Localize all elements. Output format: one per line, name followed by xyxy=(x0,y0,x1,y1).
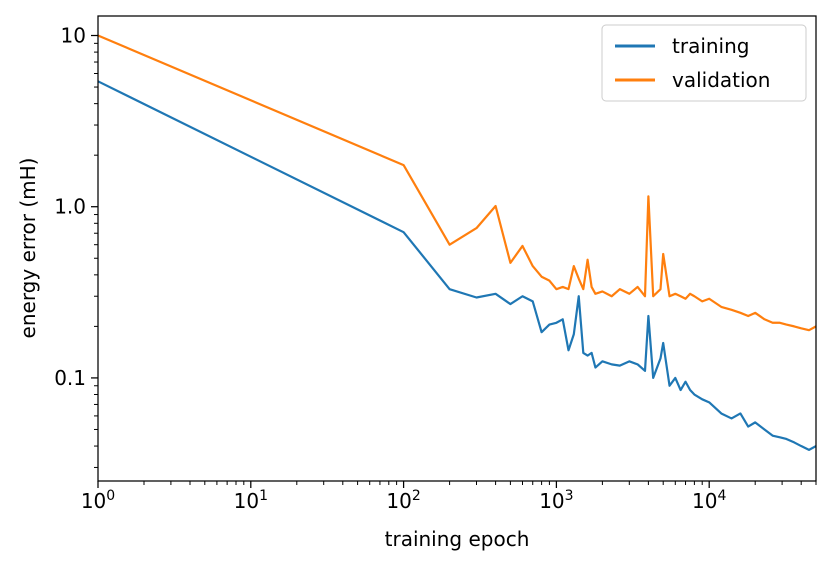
y-tick-label: 1.0 xyxy=(54,195,86,219)
plot-frame xyxy=(97,15,817,482)
x-axis-label: training epoch xyxy=(385,527,530,551)
legend-label-training: training xyxy=(672,34,749,58)
x-tick-label: 103 xyxy=(539,488,573,513)
y-axis-label: energy error (mH) xyxy=(16,158,40,339)
legend-label-validation: validation xyxy=(672,68,770,92)
x-tick-label: 101 xyxy=(234,488,268,513)
legend: training validation xyxy=(601,24,807,102)
x-tick-label: 104 xyxy=(692,488,726,513)
x-tick-label: 100 xyxy=(81,488,115,513)
axis-layer: 100 101 102 103 104 0.1 1.0 10 xyxy=(54,24,817,513)
series-line-validation xyxy=(97,34,817,332)
y-tick-label: 0.1 xyxy=(54,366,86,390)
series-layer xyxy=(97,34,817,451)
legend-box xyxy=(601,24,807,102)
x-tick-label: 102 xyxy=(386,488,420,513)
y-tick-label: 10 xyxy=(61,24,86,48)
series-line-training xyxy=(97,80,817,451)
